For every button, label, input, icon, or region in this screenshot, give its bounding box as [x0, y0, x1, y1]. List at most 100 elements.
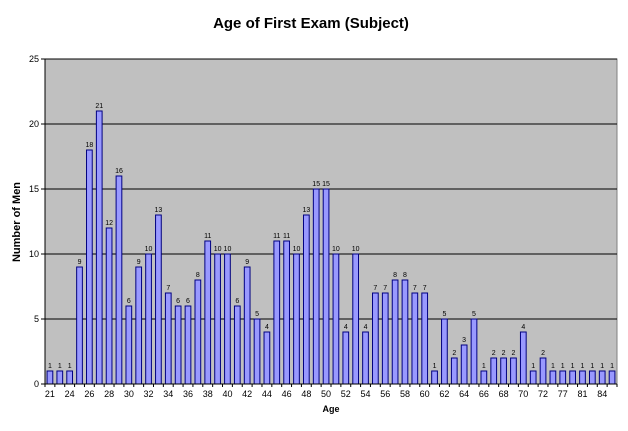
bar-age-24	[66, 370, 74, 385]
data-label: 4	[344, 324, 348, 331]
bar-age-84	[598, 370, 606, 385]
data-label: 2	[541, 350, 545, 357]
y-tick-label: 25	[29, 54, 39, 64]
data-label: 15	[322, 181, 330, 188]
data-label: 9	[137, 259, 141, 266]
bar-age-50	[322, 188, 330, 385]
bar-age-54	[362, 331, 369, 385]
data-label: 6	[176, 298, 180, 305]
bar-age-40	[224, 253, 231, 385]
data-label: 15	[312, 181, 320, 188]
y-axis-ticks: 0 5 10 15 20 25	[29, 54, 45, 389]
x-tick-label: 30	[124, 389, 134, 399]
data-label: 8	[403, 272, 407, 279]
bar-age-49	[312, 188, 320, 385]
data-label: 7	[373, 285, 377, 292]
data-label: 9	[78, 259, 82, 266]
bar-age-77	[559, 370, 567, 385]
bar-age-27	[95, 110, 103, 385]
bar-age-48	[302, 214, 310, 385]
data-label: 1	[433, 363, 437, 370]
bar-age-67	[490, 357, 498, 385]
data-label: 1	[551, 363, 555, 370]
bar-age-46	[283, 240, 290, 385]
bar-age-52	[342, 331, 350, 385]
data-label: 1	[581, 363, 585, 370]
y-tick-label: 15	[29, 184, 39, 194]
data-label: 7	[166, 285, 170, 292]
bar-age-21	[46, 370, 54, 385]
data-label: 1	[600, 363, 604, 370]
bar-age-25	[76, 266, 83, 385]
x-tick-label: 70	[518, 389, 528, 399]
bar-age-41	[233, 305, 241, 385]
data-label: 10	[214, 246, 222, 253]
bar-age-68	[500, 357, 507, 385]
data-label: 11	[204, 233, 211, 240]
x-tick-label: 54	[361, 389, 371, 399]
data-label: 4	[265, 324, 269, 331]
data-label: 7	[383, 285, 387, 292]
bar-age-37	[194, 279, 202, 385]
bar-age-72	[539, 357, 547, 385]
bar-age-59	[411, 292, 419, 385]
x-tick-label: 52	[341, 389, 351, 399]
bars	[46, 110, 616, 385]
data-label: 9	[245, 259, 249, 266]
bar-age-69	[510, 357, 517, 385]
x-tick-label: 26	[84, 389, 94, 399]
bar-age-62	[441, 318, 448, 385]
data-label: 2	[452, 350, 456, 357]
data-label: 13	[155, 207, 163, 214]
data-label: 13	[302, 207, 310, 214]
bar-age-56	[381, 292, 389, 385]
data-label: 7	[413, 285, 417, 292]
bar-age-70	[519, 331, 527, 385]
bar-age-32	[145, 253, 152, 385]
bar-age-79	[569, 370, 576, 385]
data-label: 5	[472, 311, 476, 318]
bar-age-45	[273, 240, 281, 385]
bar-age-43	[253, 318, 261, 385]
data-label: 1	[571, 363, 575, 370]
data-label: 4	[364, 324, 368, 331]
x-tick-label: 68	[499, 389, 509, 399]
bar-age-57	[391, 279, 399, 385]
x-tick-label: 72	[538, 389, 548, 399]
data-label: 10	[293, 246, 301, 253]
data-label: 12	[105, 220, 113, 227]
data-label: 11	[283, 233, 290, 240]
y-axis-label: Number of Men	[11, 182, 23, 262]
data-label: 1	[561, 363, 565, 370]
data-label: 5	[255, 311, 259, 318]
data-label: 1	[531, 363, 535, 370]
x-tick-label: 36	[183, 389, 193, 399]
y-tick-label: 10	[29, 249, 39, 259]
data-label: 8	[196, 272, 200, 279]
data-label: 1	[68, 363, 72, 370]
data-label: 6	[127, 298, 131, 305]
data-label: 4	[521, 324, 525, 331]
data-label: 3	[462, 337, 466, 344]
x-tick-label: 50	[321, 389, 331, 399]
bar-age-51	[332, 253, 340, 385]
bar-age-66	[480, 370, 488, 385]
chart-title: Age of First Exam (Subject)	[213, 15, 409, 32]
data-label: 1	[482, 363, 486, 370]
data-label: 21	[95, 103, 103, 110]
data-label: 10	[224, 246, 232, 253]
data-label: 5	[442, 311, 446, 318]
bar-age-83	[588, 370, 596, 385]
bar-age-81	[579, 370, 586, 385]
x-tick-label: 46	[282, 389, 292, 399]
bar-age-60	[421, 292, 429, 385]
x-tick-label: 58	[400, 389, 410, 399]
x-tick-label: 60	[420, 389, 430, 399]
x-tick-label: 56	[380, 389, 390, 399]
data-label: 1	[590, 363, 594, 370]
bar-age-28	[105, 227, 113, 385]
x-tick-label: 38	[203, 389, 213, 399]
